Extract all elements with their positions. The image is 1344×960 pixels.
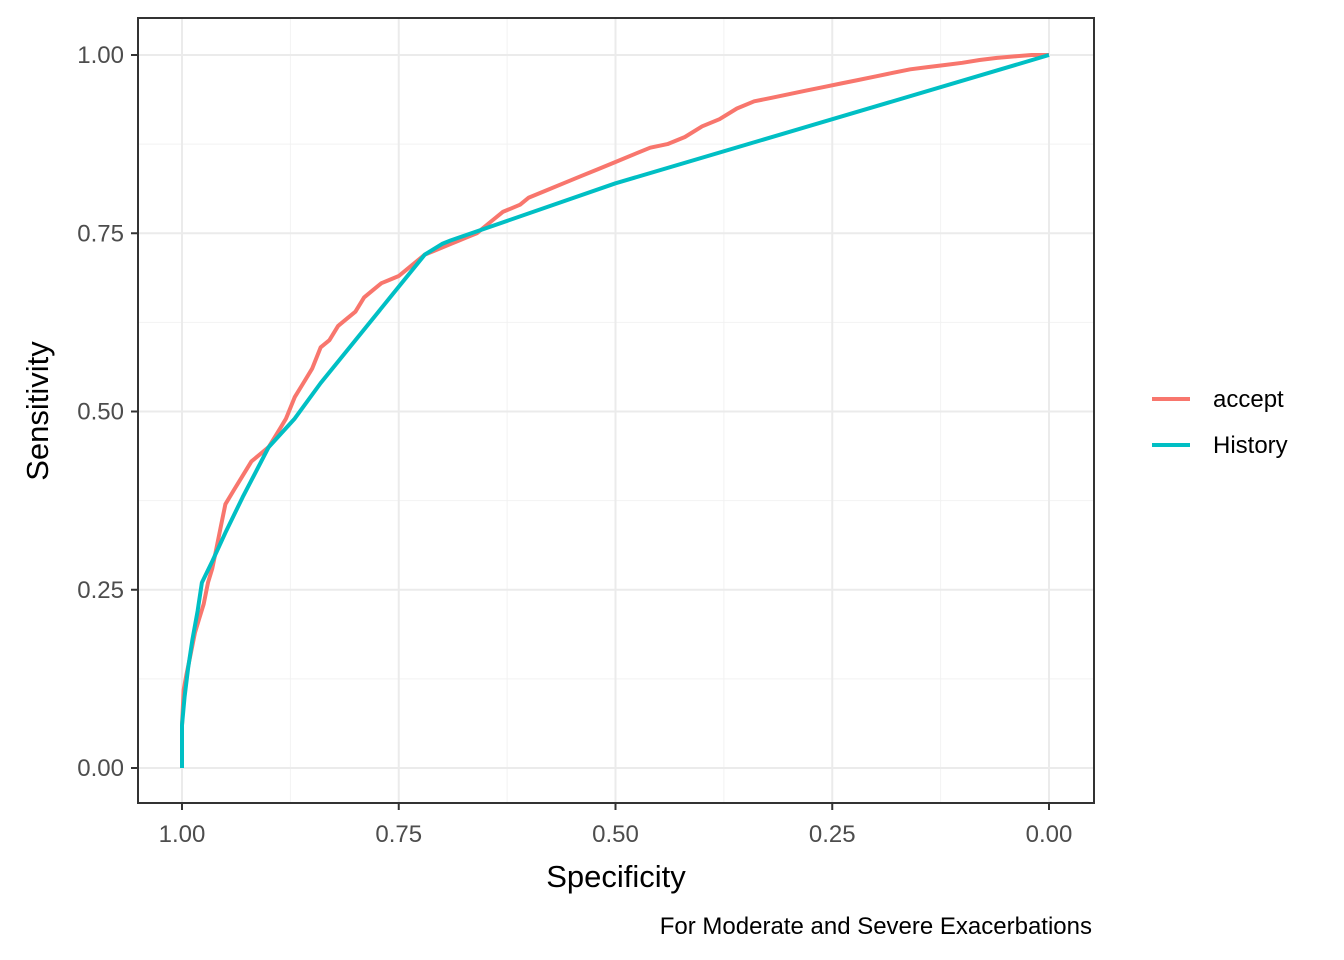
y-tick-label: 0.50 — [77, 399, 124, 426]
y-tick-label: 0.75 — [77, 220, 124, 247]
major-gridlines — [138, 18, 1094, 803]
legend-label-history: History — [1213, 432, 1288, 459]
series-layer — [180, 53, 1050, 768]
x-tick-label: 1.00 — [159, 821, 206, 848]
x-axis: 1.00 0.75 0.50 0.25 0.00 — [159, 803, 1073, 848]
x-tick-label: 0.00 — [1026, 821, 1073, 848]
x-tick-label: 0.75 — [375, 821, 422, 848]
legend: accept History — [1152, 386, 1288, 459]
series-line-accept — [180, 53, 1049, 768]
y-tick-label: 0.25 — [77, 577, 124, 604]
chart-caption: For Moderate and Severe Exacerbations — [660, 913, 1092, 940]
y-axis-title: Sensitivity — [20, 341, 55, 481]
x-axis-title: Specificity — [546, 859, 686, 894]
legend-label-accept: accept — [1213, 386, 1284, 413]
y-tick-label: 0.00 — [77, 755, 124, 782]
x-tick-label: 0.50 — [592, 821, 639, 848]
y-tick-label: 1.00 — [77, 42, 124, 69]
series-line-history — [180, 53, 1050, 768]
y-axis: 0.00 0.25 0.50 0.75 1.00 — [77, 42, 138, 782]
x-tick-label: 0.25 — [809, 821, 856, 848]
